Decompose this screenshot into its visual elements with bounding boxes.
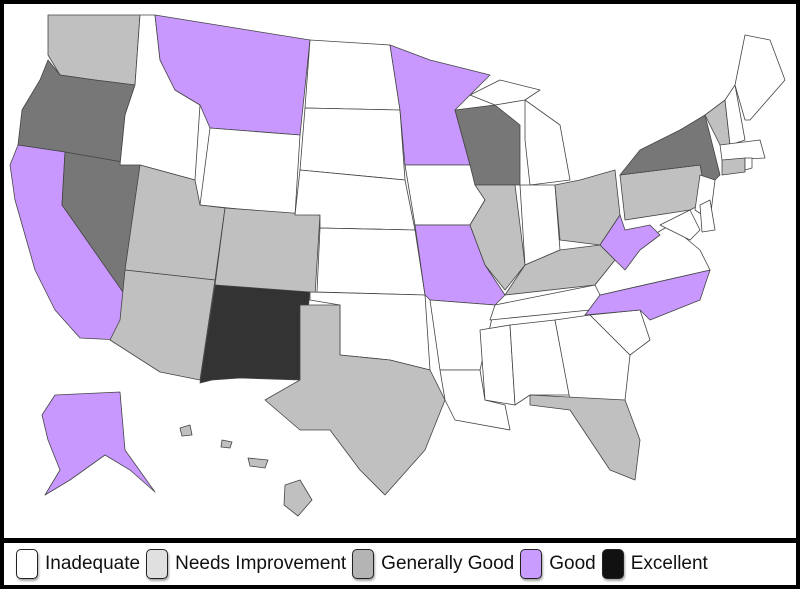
state-sd bbox=[299, 107, 406, 181]
state-hi-4 bbox=[283, 479, 313, 517]
state-de bbox=[699, 199, 716, 233]
state-ms bbox=[479, 324, 516, 406]
state-ny bbox=[619, 114, 721, 191]
legend: Inadequate Needs Improvement Generally G… bbox=[4, 543, 796, 585]
state-me bbox=[734, 34, 786, 121]
legend-item-needs-improvement: Needs Improvement bbox=[146, 549, 346, 579]
state-hi-3 bbox=[247, 457, 269, 469]
legend-label: Good bbox=[549, 553, 596, 574]
legend-swatch bbox=[601, 549, 624, 579]
legend-label: Generally Good bbox=[381, 553, 515, 574]
legend-swatch bbox=[146, 549, 169, 579]
legend-item-inadequate: Inadequate bbox=[16, 549, 140, 579]
state-md bbox=[659, 209, 701, 241]
state-il bbox=[469, 184, 526, 291]
state-la bbox=[439, 369, 511, 431]
legend-label: Excellent bbox=[630, 553, 708, 574]
state-co bbox=[214, 207, 321, 296]
state-ct bbox=[721, 157, 746, 176]
legend-swatch bbox=[16, 549, 38, 579]
state-hi-2 bbox=[220, 439, 233, 449]
legend-swatch bbox=[520, 549, 543, 579]
legend-label: Inadequate bbox=[45, 553, 141, 574]
legend-label: Needs Improvement bbox=[175, 553, 347, 574]
state-ma bbox=[719, 139, 766, 161]
state-ks bbox=[316, 227, 426, 296]
state-tx bbox=[264, 304, 446, 496]
state-nh bbox=[724, 84, 746, 146]
state-mi-upper bbox=[469, 79, 541, 106]
legend-item-excellent: Excellent bbox=[601, 549, 708, 579]
state-az bbox=[109, 269, 216, 381]
state-nm bbox=[199, 284, 311, 384]
state-wv bbox=[599, 214, 661, 271]
state-fl bbox=[529, 394, 641, 481]
state-hi-1 bbox=[179, 424, 193, 437]
us-map bbox=[4, 4, 796, 538]
legend-item-good: Good bbox=[520, 549, 596, 579]
state-ri bbox=[744, 157, 753, 171]
state-al bbox=[509, 319, 571, 406]
state-nd bbox=[304, 39, 401, 111]
state-mi bbox=[524, 99, 571, 186]
state-mt bbox=[154, 14, 311, 136]
legend-swatch bbox=[352, 549, 375, 579]
state-wy bbox=[199, 127, 301, 216]
state-ak bbox=[41, 391, 156, 496]
legend-item-generally-good: Generally Good bbox=[352, 549, 514, 579]
us-map-svg bbox=[9, 14, 786, 517]
state-wa bbox=[47, 14, 141, 86]
